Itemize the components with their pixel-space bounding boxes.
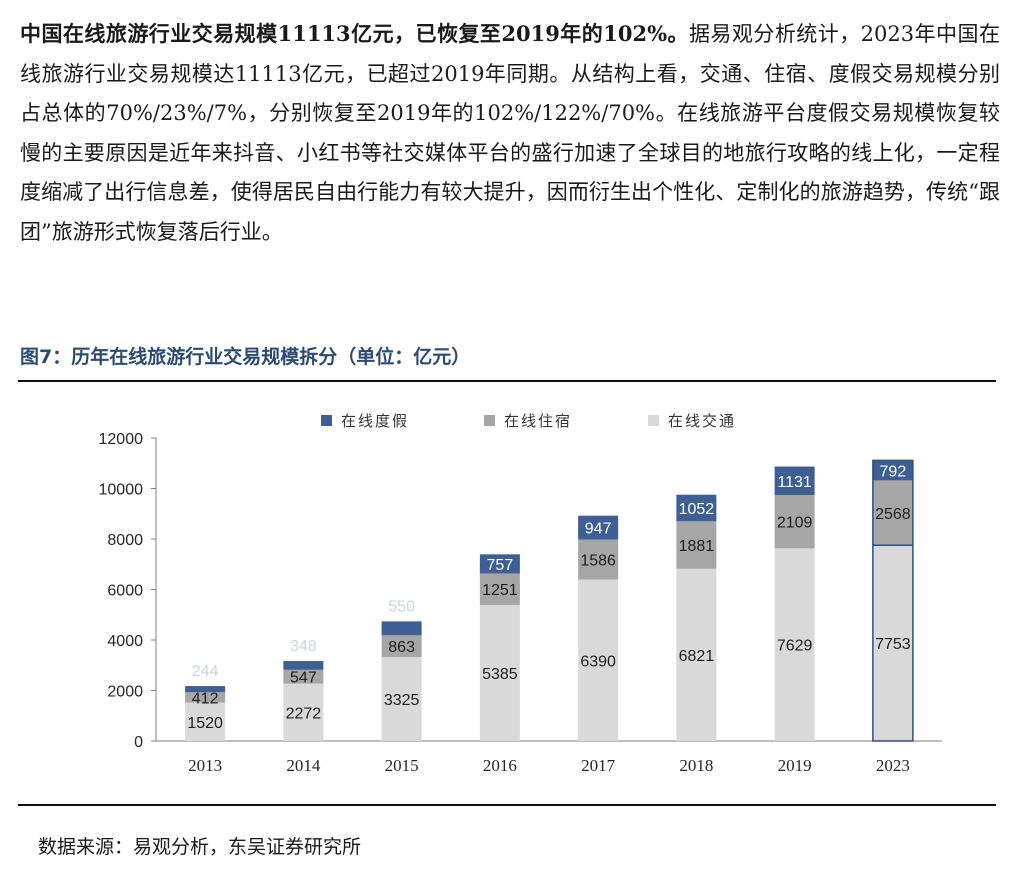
data-label: 1586 (580, 553, 616, 570)
data-label: 2568 (875, 506, 911, 523)
data-label: 547 (290, 670, 317, 687)
bar-segment (479, 554, 520, 574)
data-label: 1881 (679, 538, 715, 555)
y-tick-label: 6000 (107, 583, 143, 600)
bar-segment (283, 683, 324, 741)
data-label: 6390 (580, 653, 616, 670)
bar-segment (185, 692, 226, 703)
x-tick-label: 2013 (188, 756, 222, 775)
data-label: 1052 (679, 501, 715, 518)
bar-highlight-outline (872, 459, 914, 742)
paragraph-lead: 中国在线旅游行业交易规模11113亿元，已恢复至2019年的102%。 (20, 21, 689, 46)
data-label: 1520 (187, 715, 223, 732)
legend-swatch (484, 415, 495, 426)
legend-label: 在线交通 (668, 412, 736, 430)
bar-segment (774, 548, 815, 741)
source-note: 数据来源：易观分析，东吴证券研究所 (38, 836, 362, 858)
legend-label: 在线度假 (341, 412, 409, 430)
bottom-rule (18, 804, 996, 806)
bar-segment (578, 539, 619, 580)
x-tick-label: 2018 (679, 756, 713, 775)
x-tick-label: 2016 (483, 756, 517, 775)
bar-segment (185, 686, 226, 693)
y-tick-label: 12000 (99, 431, 144, 448)
bar-segment (578, 515, 619, 540)
legend-label: 在线住宿 (504, 412, 572, 430)
bar-segment (381, 657, 422, 741)
bar-segment (872, 480, 913, 546)
bar-segment (676, 568, 717, 741)
y-tick-label: 8000 (107, 532, 143, 549)
paragraph-body: 据易观分析统计，2023年中国在线旅游行业交易规模达11113亿元，已超过201… (20, 22, 1000, 244)
x-tick-label: 2014 (286, 756, 321, 775)
y-tick-label: 4000 (107, 633, 143, 650)
figure-caption: 图7：历年在线旅游行业交易规模拆分（单位：亿元） (20, 346, 471, 368)
legend-swatch (321, 415, 332, 426)
data-label: 550 (388, 598, 415, 615)
data-label: 1131 (777, 474, 812, 491)
data-label: 792 (880, 463, 907, 480)
x-tick-label: 2015 (385, 756, 419, 775)
data-label: 1251 (482, 582, 518, 599)
bar-segment (774, 495, 815, 549)
data-label: 6821 (679, 648, 715, 665)
data-label: 7629 (777, 638, 813, 655)
data-label: 3325 (384, 692, 420, 709)
data-label: 863 (388, 639, 415, 656)
bar-segment (676, 521, 717, 569)
bar-segment (381, 635, 422, 658)
data-label: 244 (192, 663, 219, 680)
x-tick-label: 2017 (581, 756, 616, 775)
bar-segment (872, 460, 913, 481)
y-tick-label: 0 (134, 734, 143, 751)
bar-segment (774, 466, 815, 496)
data-label: 757 (487, 557, 514, 574)
y-tick-label: 10000 (99, 482, 144, 499)
intro-paragraph: 中国在线旅游行业交易规模11113亿元，已恢复至2019年的102%。据易观分析… (20, 14, 1000, 252)
top-rule (18, 380, 996, 382)
data-label: 2272 (286, 705, 322, 722)
bar-segment (676, 494, 717, 522)
bar-segment (479, 605, 520, 741)
data-label: 7753 (875, 636, 911, 653)
bar-segment (872, 545, 913, 741)
bar-segment (381, 621, 422, 636)
data-label: 947 (585, 521, 612, 538)
bar-segment (283, 669, 324, 684)
bar-segment (578, 579, 619, 741)
data-label: 412 (192, 690, 219, 707)
bar-segment (185, 702, 226, 741)
data-label: 348 (290, 638, 317, 655)
stacked-bar-chart: 0 2000 4000 6000 8000 10000 12000 在线度假 在线住宿 在线交通 1… (99, 412, 942, 775)
bar-segment (479, 573, 520, 606)
legend-swatch (648, 415, 659, 426)
data-label: 5385 (482, 666, 518, 683)
bar-segment (283, 661, 324, 670)
x-tick-label: 2023 (876, 756, 910, 775)
y-tick-label: 2000 (107, 684, 143, 701)
x-tick-label: 2019 (778, 756, 812, 775)
data-label: 2109 (777, 515, 813, 532)
